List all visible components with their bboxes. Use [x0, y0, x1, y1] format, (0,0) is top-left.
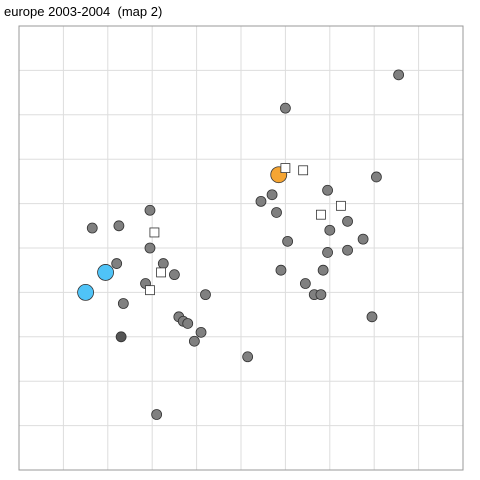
- data-point: [282, 235, 294, 247]
- data-point: [371, 171, 382, 183]
- data-point: [117, 298, 129, 309]
- data-point-square: [298, 165, 309, 176]
- data-point-highlight: [97, 264, 114, 281]
- data-point: [342, 215, 353, 227]
- data-point-square: [316, 209, 326, 220]
- data-point-highlight: [77, 283, 94, 301]
- data-point: [315, 289, 327, 301]
- data-point: [111, 258, 123, 269]
- data-point: [113, 220, 125, 232]
- data-point: [275, 264, 287, 276]
- data-point: [242, 351, 254, 363]
- data-point: [86, 222, 98, 234]
- data-point: [255, 195, 267, 207]
- data-point: [266, 189, 278, 201]
- data-point-square: [280, 163, 291, 173]
- data-point: [188, 335, 200, 347]
- data-point: [393, 69, 405, 81]
- data-point: [195, 326, 207, 338]
- data-point: [299, 278, 311, 289]
- data-point: [324, 224, 336, 236]
- data-point: [182, 318, 194, 329]
- data-point: [279, 102, 291, 114]
- data-point-square: [145, 285, 155, 296]
- data-point: [200, 289, 211, 301]
- data-point: [317, 264, 329, 276]
- chart-title: europe 2003-2004 (map 2): [4, 4, 163, 19]
- data-point: [157, 258, 169, 269]
- data-point: [357, 233, 369, 245]
- data-point: [366, 311, 378, 323]
- data-point: [271, 207, 282, 218]
- data-point: [168, 269, 180, 281]
- data-point: [151, 409, 163, 420]
- data-point-square: [156, 267, 166, 278]
- data-point: [322, 184, 333, 196]
- data-point-square: [335, 200, 346, 211]
- data-point: [322, 247, 333, 258]
- data-point: [115, 331, 127, 343]
- data-point: [144, 204, 156, 216]
- data-point: [342, 244, 353, 256]
- data-point-square: [149, 227, 160, 238]
- data-point: [144, 242, 156, 254]
- plot-frame: [18, 25, 464, 471]
